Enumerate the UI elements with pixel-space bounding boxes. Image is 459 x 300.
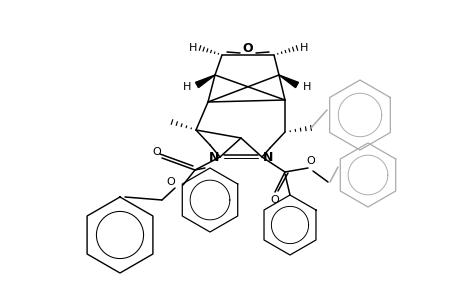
Text: H: H (188, 43, 197, 53)
Text: O: O (270, 195, 279, 205)
Polygon shape (279, 75, 298, 88)
Text: O: O (166, 177, 175, 187)
Polygon shape (195, 75, 214, 88)
Text: H: H (299, 43, 308, 53)
Text: O: O (152, 147, 161, 157)
Text: O: O (306, 156, 315, 166)
Text: H: H (302, 82, 310, 92)
Text: N: N (208, 151, 218, 164)
Text: O: O (242, 41, 253, 55)
Text: H: H (182, 82, 191, 92)
Text: N: N (262, 151, 273, 164)
